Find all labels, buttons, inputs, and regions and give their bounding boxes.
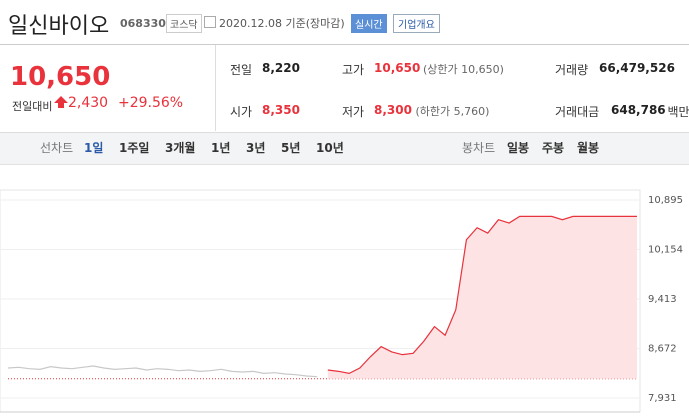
y-tick-label: 7,931	[648, 393, 677, 404]
tab[interactable]: 5년	[281, 141, 301, 155]
stat-label: 거래량	[555, 63, 589, 77]
tab[interactable]: 월봉	[577, 141, 600, 155]
tab-label: 봉차트	[462, 141, 496, 155]
stat-label: 시가	[230, 105, 253, 119]
stat-note: (상한가 10,650)	[423, 63, 504, 76]
stock-name: 일신바이오	[8, 14, 110, 39]
tab-label: 선차트	[40, 141, 74, 155]
change: 2,430	[68, 95, 109, 111]
stat-value: 8,350	[262, 103, 300, 117]
price: 10,650	[10, 62, 111, 92]
line	[7, 365, 318, 378]
stat-label: 고가	[342, 63, 365, 77]
divider	[215, 45, 216, 131]
tab[interactable]: 1일	[84, 141, 104, 155]
stat-unit: 백만	[667, 105, 689, 119]
stat-value: 66,479,526	[599, 61, 675, 75]
rate: +29.56%	[118, 95, 184, 111]
stat-note: (하한가 5,760)	[415, 105, 490, 118]
tab[interactable]: 3년	[246, 141, 266, 155]
tab[interactable]: 1주일	[119, 141, 150, 155]
stat-label: 저가	[342, 105, 365, 119]
tab-bar	[0, 133, 689, 165]
stat-value: 8,220	[262, 61, 300, 75]
y-tick-label: 10,895	[648, 195, 683, 206]
company-info-btn[interactable]: 기업개요	[393, 14, 440, 33]
stat-label: 전일	[230, 63, 253, 77]
tab[interactable]: 주봉	[542, 141, 565, 155]
y-tick-label: 10,154	[648, 245, 683, 256]
quote-box	[0, 44, 689, 133]
tab[interactable]: 10년	[316, 141, 344, 155]
change-label: 전일대비	[12, 100, 53, 113]
stat-value: 10,650	[374, 61, 421, 75]
tab[interactable]: 1년	[211, 141, 231, 155]
calendar-icon	[204, 16, 216, 28]
date: 2020.12.08 기준(장마감)	[219, 17, 345, 30]
stat-value: 8,300	[374, 103, 412, 117]
chart: 7,931 8,672 9,413 10,154 10,895	[0, 189, 683, 413]
market-badge: 코스닥	[166, 14, 202, 33]
tab[interactable]: 일봉	[507, 141, 530, 155]
stock-code: 068330	[120, 17, 166, 30]
y-tick-label: 8,672	[648, 344, 677, 355]
up-arrow	[54, 96, 68, 108]
line	[327, 215, 637, 374]
realtime-btn[interactable]: 실시간	[351, 14, 387, 33]
stat-label: 거래대금	[555, 105, 600, 119]
stat-value: 648,786	[611, 103, 666, 117]
y-tick-label: 9,413	[648, 294, 677, 305]
area	[327, 216, 637, 379]
tab[interactable]: 3개월	[165, 141, 196, 155]
